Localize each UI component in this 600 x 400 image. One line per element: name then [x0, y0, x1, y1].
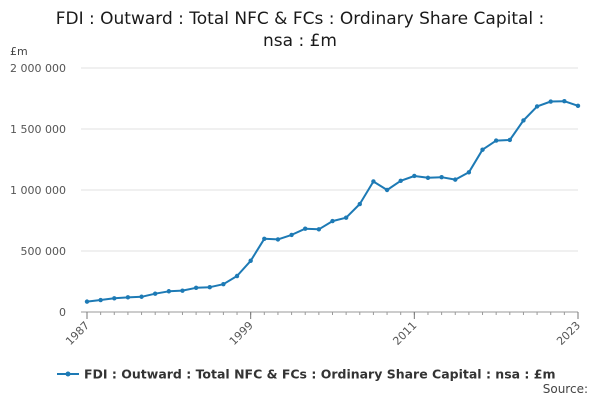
grid-lines — [81, 67, 578, 313]
chart-title-line-2: nsa : £m — [263, 31, 337, 51]
data-point[interactable] — [166, 289, 172, 294]
data-point[interactable] — [180, 288, 185, 293]
legend[interactable]: FDI : Outward : Total NFC & FCs : Ordina… — [57, 367, 556, 382]
data-point[interactable] — [562, 98, 567, 104]
x-axis: 1987 1999 2011 2023 — [63, 312, 583, 348]
data-point[interactable] — [384, 187, 390, 193]
data-point[interactable] — [330, 218, 335, 224]
data-point[interactable] — [303, 226, 308, 231]
data-point[interactable] — [152, 291, 158, 296]
data-point[interactable] — [125, 295, 131, 300]
y-axis-label: £m — [10, 45, 28, 58]
data-point[interactable] — [98, 297, 103, 303]
legend-label[interactable]: FDI : Outward : Total NFC & FCs : Ordina… — [84, 367, 556, 382]
y-tick-label: 1 500 000 — [10, 123, 66, 136]
data-point[interactable] — [289, 232, 294, 238]
y-tick-label: 1 000 000 — [10, 184, 66, 197]
data-point[interactable] — [234, 273, 240, 279]
data-point[interactable] — [84, 299, 90, 304]
series-line — [86, 100, 579, 303]
data-point[interactable] — [425, 175, 431, 180]
data-point[interactable] — [507, 137, 513, 143]
data-point[interactable] — [343, 215, 349, 220]
data-point[interactable] — [480, 147, 485, 152]
data-point[interactable] — [575, 103, 581, 109]
data-point[interactable] — [521, 118, 526, 123]
x-tick-label: 1999 — [227, 319, 256, 348]
y-tick-label: 500 000 — [21, 245, 67, 258]
data-point[interactable] — [275, 237, 281, 242]
data-point[interactable] — [357, 201, 362, 207]
data-point[interactable] — [548, 99, 553, 104]
x-tick-label: 2011 — [390, 319, 419, 348]
series-group — [84, 98, 581, 304]
data-point[interactable] — [453, 177, 458, 182]
data-point[interactable] — [439, 174, 444, 180]
data-point[interactable] — [534, 104, 540, 109]
data-point[interactable] — [412, 173, 417, 179]
chart-title: FDI : Outward : Total NFC & FCs : Ordina… — [0, 8, 600, 52]
data-point[interactable] — [262, 236, 267, 241]
x-tick-label: 2023 — [554, 319, 583, 348]
data-point[interactable] — [493, 138, 499, 143]
data-point[interactable] — [221, 281, 226, 287]
y-tick-label: 2 000 000 — [10, 62, 66, 75]
data-point[interactable] — [371, 179, 376, 184]
data-point[interactable] — [316, 227, 322, 232]
source-label: Source: — [542, 382, 588, 396]
legend-marker — [65, 371, 71, 377]
data-point[interactable] — [193, 285, 199, 291]
y-axis: £m 0 500 000 1 000 000 1 500 000 2 000 000 — [10, 45, 66, 319]
data-point[interactable] — [248, 258, 253, 263]
data-point[interactable] — [466, 170, 472, 175]
data-point[interactable] — [112, 296, 117, 301]
chart-title-line-1: FDI : Outward : Total NFC & FCs : Ordina… — [55, 9, 545, 29]
y-tick-label: 0 — [59, 306, 66, 319]
data-point[interactable] — [139, 294, 144, 299]
data-point[interactable] — [207, 285, 212, 290]
data-point[interactable] — [398, 178, 403, 184]
x-tick-label: 1987 — [63, 319, 92, 348]
